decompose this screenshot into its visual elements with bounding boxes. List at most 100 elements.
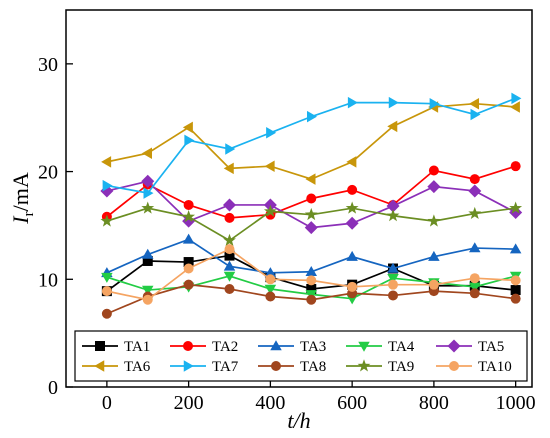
- data-point: [388, 290, 399, 301]
- data-point: [264, 160, 275, 172]
- data-point: [469, 174, 480, 185]
- data-point: [224, 244, 235, 255]
- data-point: [387, 273, 399, 284]
- x-tick-label: 1000: [496, 392, 536, 414]
- data-point: [427, 180, 441, 194]
- data-point: [305, 266, 318, 276]
- legend: TA1 TA2 TA3 TA4 TA5 TA6 TA7 TA8 TA9 TA10: [74, 330, 528, 382]
- data-point: [428, 165, 439, 176]
- data-point: [346, 250, 358, 261]
- data-point: [182, 210, 196, 223]
- data-point: [388, 279, 399, 290]
- data-point: [223, 233, 236, 246]
- legend-marker: [447, 339, 461, 353]
- legend-label: TA6: [124, 359, 151, 375]
- legend-label: TA9: [388, 359, 414, 375]
- x-tick-label: 400: [255, 392, 285, 414]
- data-point: [470, 108, 481, 121]
- data-point: [225, 143, 236, 155]
- data-point: [511, 92, 522, 105]
- series-ta9: [100, 201, 523, 246]
- legend-box: [74, 330, 528, 382]
- data-point: [223, 198, 237, 212]
- data-point: [427, 214, 441, 227]
- data-point: [223, 162, 234, 175]
- x-tick-label: 0: [102, 392, 112, 414]
- plot-frame: [65, 9, 533, 388]
- series-ta7: [102, 92, 522, 199]
- legend-label: TA4: [388, 339, 415, 355]
- legend-label: TA10: [478, 359, 512, 375]
- data-point: [469, 242, 481, 253]
- y-tick-label: 0: [48, 377, 58, 399]
- data-point: [304, 207, 318, 221]
- data-point: [429, 97, 440, 110]
- data-point: [182, 233, 195, 244]
- data-point: [183, 279, 194, 290]
- data-point: [468, 184, 482, 198]
- data-point: [306, 275, 317, 286]
- data-point: [143, 187, 154, 199]
- data-point: [142, 294, 153, 305]
- data-point: [100, 214, 114, 227]
- data-point: [101, 286, 112, 297]
- data-point: [263, 204, 277, 217]
- legend-item-ta9: TA9: [346, 359, 414, 375]
- data-point: [428, 279, 439, 290]
- data-point: [469, 97, 480, 110]
- data-point: [428, 250, 440, 261]
- data-point: [306, 294, 317, 305]
- legend-marker: [95, 341, 105, 351]
- data-point: [306, 193, 317, 204]
- x-axis-label: t/h: [287, 408, 310, 433]
- data-point: [264, 284, 277, 295]
- series-ta10: [101, 244, 521, 305]
- x-tick-label: 600: [337, 392, 367, 414]
- y-axis-label-main: I: [8, 215, 33, 225]
- series-line: [106, 180, 517, 229]
- data-point: [347, 96, 358, 109]
- data-point: [510, 285, 521, 296]
- data-point: [142, 255, 153, 266]
- series-ta3: [101, 233, 522, 278]
- data-point: [345, 216, 359, 230]
- data-point: [510, 275, 521, 286]
- data-point: [304, 221, 318, 235]
- data-point: [387, 262, 399, 273]
- legend-label: TA5: [478, 339, 504, 355]
- data-point: [223, 271, 236, 282]
- data-point: [469, 282, 481, 293]
- legend-item-ta5: TA5: [436, 339, 504, 355]
- legend-marker: [271, 361, 281, 371]
- data-point: [141, 174, 155, 188]
- series-ta8: [101, 279, 521, 319]
- y-tick-label: 20: [38, 162, 58, 184]
- y-tick-label: 30: [38, 54, 58, 76]
- data-point: [509, 243, 522, 254]
- legend-marker: [94, 360, 105, 372]
- data-point: [510, 293, 521, 304]
- data-point: [510, 161, 521, 172]
- data-point: [223, 260, 236, 271]
- data-point: [183, 257, 194, 268]
- legend-item-ta2: TA2: [170, 339, 238, 355]
- legend-label: TA7: [212, 359, 239, 375]
- data-point: [101, 272, 113, 283]
- legend-label: TA3: [300, 339, 326, 355]
- data-point: [509, 201, 523, 214]
- data-point: [347, 184, 358, 195]
- data-point: [386, 208, 400, 222]
- legend-label: TA1: [124, 339, 150, 355]
- legend-item-ta3: TA3: [258, 339, 326, 355]
- y-tick-label: 10: [38, 269, 58, 291]
- series-ta6: [101, 97, 520, 185]
- data-point: [182, 121, 193, 134]
- data-point: [388, 96, 399, 109]
- legend-item-ta1: TA1: [82, 339, 150, 355]
- y-axis-label: Ir/mA: [8, 172, 37, 225]
- data-point: [346, 156, 357, 168]
- legend-marker: [183, 341, 193, 351]
- data-point: [509, 101, 520, 113]
- x-tick-label: 800: [419, 392, 449, 414]
